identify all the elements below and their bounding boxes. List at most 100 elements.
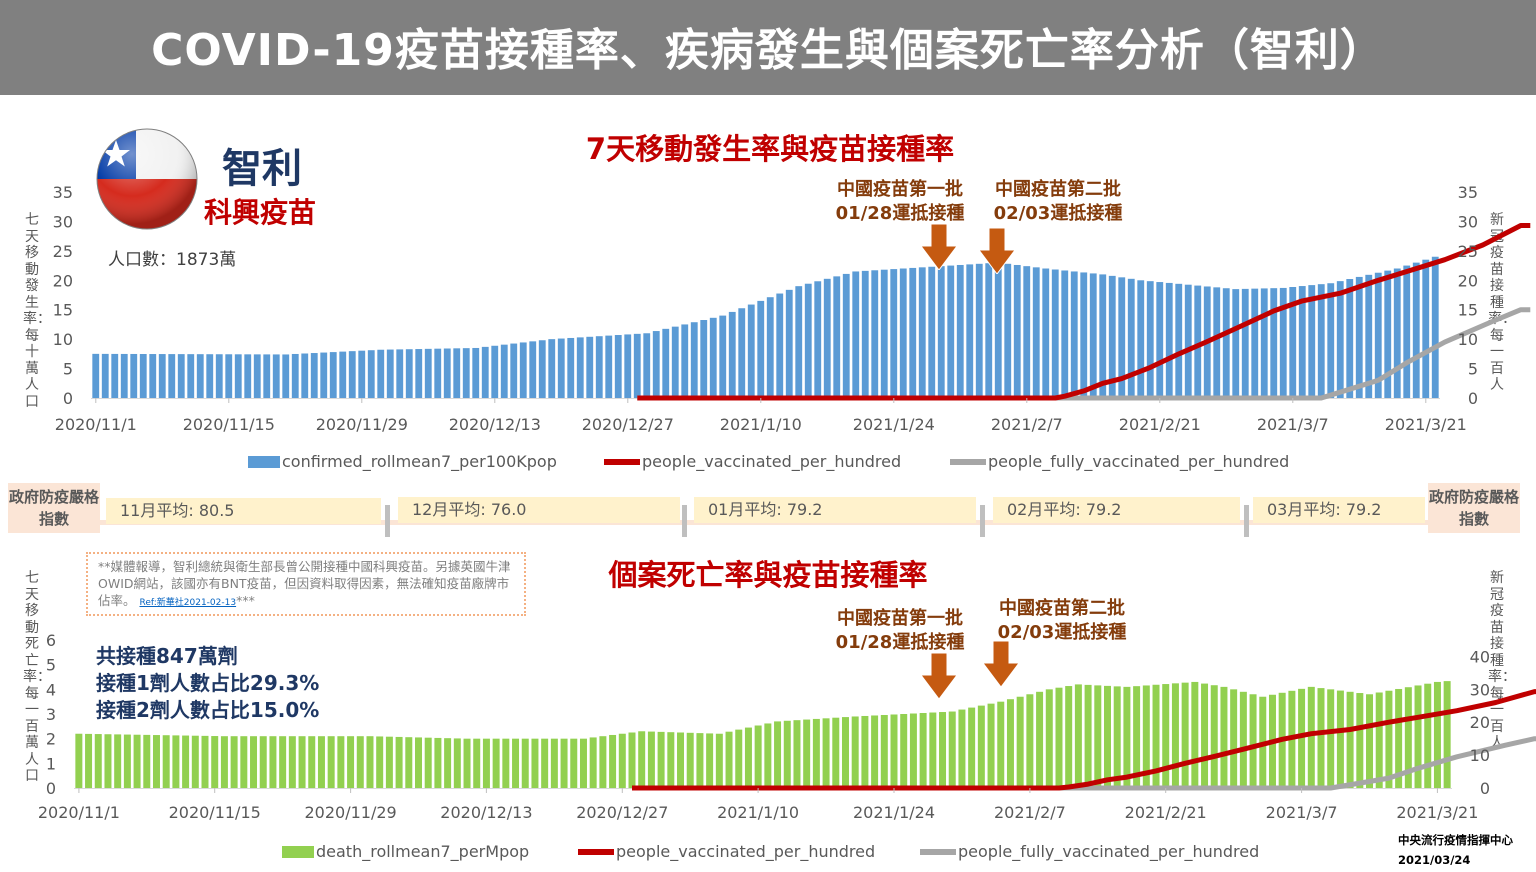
bar — [120, 353, 128, 398]
bar — [1249, 694, 1257, 788]
bar — [1431, 256, 1439, 398]
bar — [1298, 286, 1306, 398]
stringency-month-dec: 12月平均: 76.0 — [398, 497, 680, 523]
bar — [310, 353, 318, 398]
bar — [1279, 287, 1287, 398]
bar — [114, 734, 122, 788]
x-tick-label: 2020/11/29 — [304, 803, 396, 822]
bar — [1404, 687, 1412, 788]
bar — [531, 738, 539, 788]
bar — [123, 734, 131, 788]
bar — [1152, 684, 1160, 788]
note-text: **媒體報導，智利總統與衛生部長曾公開接種中國科興疫苗。另據英國牛津OWID網站… — [98, 559, 511, 608]
top-legend-red: people_vaccinated_per_hundred — [604, 452, 901, 471]
vaccine-name: 科興疫苗 — [204, 196, 317, 229]
bar — [1317, 284, 1325, 398]
y-tick-label-left: 15 — [53, 301, 73, 320]
bottom-legend-gray: people_fully_vaccinated_per_hundred — [920, 842, 1259, 861]
bar — [1336, 690, 1344, 788]
bar — [1118, 277, 1126, 398]
bar — [948, 711, 956, 788]
bar — [977, 705, 985, 788]
bar — [356, 736, 364, 788]
bar — [463, 738, 471, 788]
bar — [1127, 278, 1135, 398]
legend-label: death_rollmean7_perMpop — [316, 842, 530, 861]
top-legend-gray: people_fully_vaccinated_per_hundred — [950, 452, 1289, 471]
bar — [1099, 274, 1107, 398]
bar — [358, 350, 366, 398]
bar — [502, 738, 510, 788]
bar — [1308, 285, 1316, 398]
bar — [443, 348, 451, 398]
y-tick-label-left: 0 — [63, 389, 73, 408]
bar — [851, 716, 859, 788]
x-tick-label: 2020/12/27 — [582, 415, 674, 434]
bar — [1374, 272, 1382, 398]
bar — [754, 725, 762, 788]
bar — [1241, 288, 1249, 398]
batch1-line1: 中國疫苗第一批 — [837, 179, 963, 200]
bar — [667, 732, 675, 788]
bar — [928, 266, 936, 398]
bar — [804, 283, 812, 398]
bar — [1055, 687, 1063, 788]
bar — [994, 262, 1002, 398]
bar — [1222, 288, 1230, 398]
x-tick-label: 2021/1/10 — [720, 415, 802, 434]
chile-flag-icon — [96, 128, 198, 230]
note-reference-link[interactable]: Ref:新華社2021-02-13 — [139, 598, 237, 608]
bar — [376, 736, 384, 788]
bar — [1070, 271, 1078, 398]
bar — [308, 736, 316, 788]
stringency-month-mar: 03月平均: 79.2 — [1253, 497, 1425, 523]
bar — [240, 736, 248, 788]
y-tick-label-right: 0 — [1480, 779, 1490, 798]
bar — [899, 268, 907, 398]
x-tick-label: 2020/12/27 — [576, 803, 668, 822]
bar — [1032, 267, 1040, 398]
bar — [1336, 281, 1344, 398]
bar — [861, 715, 869, 788]
bar — [823, 278, 831, 398]
bar — [92, 353, 100, 398]
summary-total-doses: 共接種847萬劑 — [96, 644, 238, 668]
bar — [803, 719, 811, 788]
bar — [1422, 259, 1430, 398]
y-tick-label-right: 5 — [1468, 360, 1478, 379]
bar — [968, 707, 976, 788]
bar — [424, 348, 432, 398]
x-tick-label: 2021/2/21 — [1119, 415, 1201, 434]
bar — [605, 335, 613, 398]
bar — [628, 732, 636, 788]
top-chart-title: 7天移動發生率與疫苗接種率 — [585, 132, 955, 166]
bar — [538, 340, 546, 398]
bar — [735, 729, 743, 788]
arrow-down-icon — [979, 228, 1015, 274]
bar — [550, 738, 558, 788]
bar — [1074, 684, 1082, 788]
bar — [624, 334, 632, 398]
title-bar — [0, 0, 1536, 95]
bar — [958, 709, 966, 788]
batch2-line2: 02/03運抵接種 — [993, 203, 1123, 224]
bar — [367, 350, 375, 398]
bar — [1375, 692, 1383, 788]
batch2-annotation: 中國疫苗第二批 02/03運抵接種 — [978, 178, 1138, 226]
batch1-line2: 01/28運抵接種 — [835, 632, 965, 653]
bar — [337, 736, 345, 788]
batch1-line1: 中國疫苗第一批 — [837, 608, 963, 629]
bar — [1165, 282, 1173, 398]
bar — [1232, 289, 1240, 398]
bar — [168, 354, 176, 398]
bar — [211, 736, 219, 788]
bar — [149, 354, 157, 398]
bar — [880, 269, 888, 398]
bar — [172, 735, 180, 788]
bar — [696, 733, 704, 788]
legend-label: confirmed_rollmean7_per100Kpop — [282, 452, 557, 471]
bar — [424, 737, 432, 788]
country-name: 智利 — [222, 146, 302, 192]
bar — [589, 737, 597, 788]
bar — [1175, 283, 1183, 398]
